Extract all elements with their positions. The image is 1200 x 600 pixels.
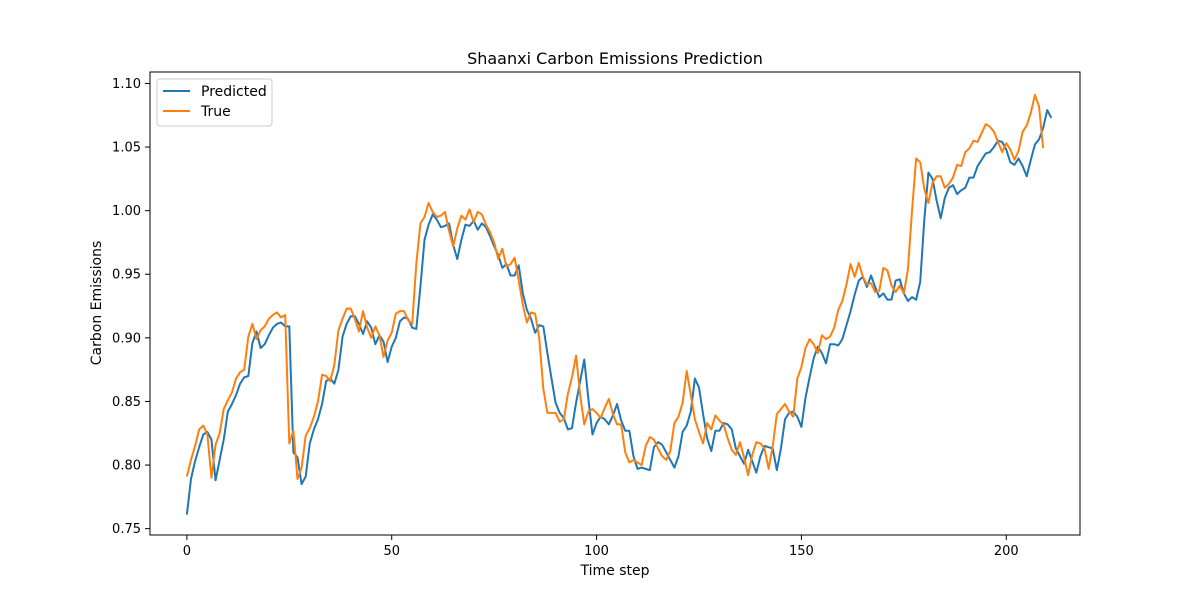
y-tick-label: 0.75	[112, 522, 141, 537]
y-tick-label: 1.05	[112, 141, 141, 156]
series-line-true	[185, 93, 1045, 481]
legend: Predicted True	[156, 78, 273, 127]
y-tick-label: 0.80	[112, 459, 141, 474]
y-axis-ticks: 0.75 0.80 0.85 0.90 0.95 1.00 1.05 1.10	[112, 77, 150, 537]
x-tick-label: 0	[183, 544, 191, 559]
y-tick-label: 0.90	[112, 331, 141, 346]
x-tick-label: 200	[994, 544, 1019, 559]
x-axis-ticks: 0 50 100 150 200	[183, 535, 1019, 559]
x-tick-label: 150	[789, 544, 814, 559]
x-tick-label: 100	[584, 544, 609, 559]
legend-label-true: True	[200, 104, 231, 120]
legend-label-predicted: Predicted	[201, 84, 267, 100]
chart-title: Shaanxi Carbon Emissions Prediction	[467, 49, 763, 68]
x-axis-label: Time step	[580, 563, 650, 579]
y-tick-label: 1.10	[112, 77, 141, 92]
series-layer	[185, 93, 1053, 515]
y-tick-label: 1.00	[112, 204, 141, 219]
y-tick-label: 0.85	[112, 395, 141, 410]
y-tick-label: 0.95	[112, 268, 141, 283]
x-tick-label: 50	[383, 544, 400, 559]
y-axis-label: Carbon Emissions	[89, 241, 105, 365]
plot-area-frame	[149, 71, 1081, 536]
